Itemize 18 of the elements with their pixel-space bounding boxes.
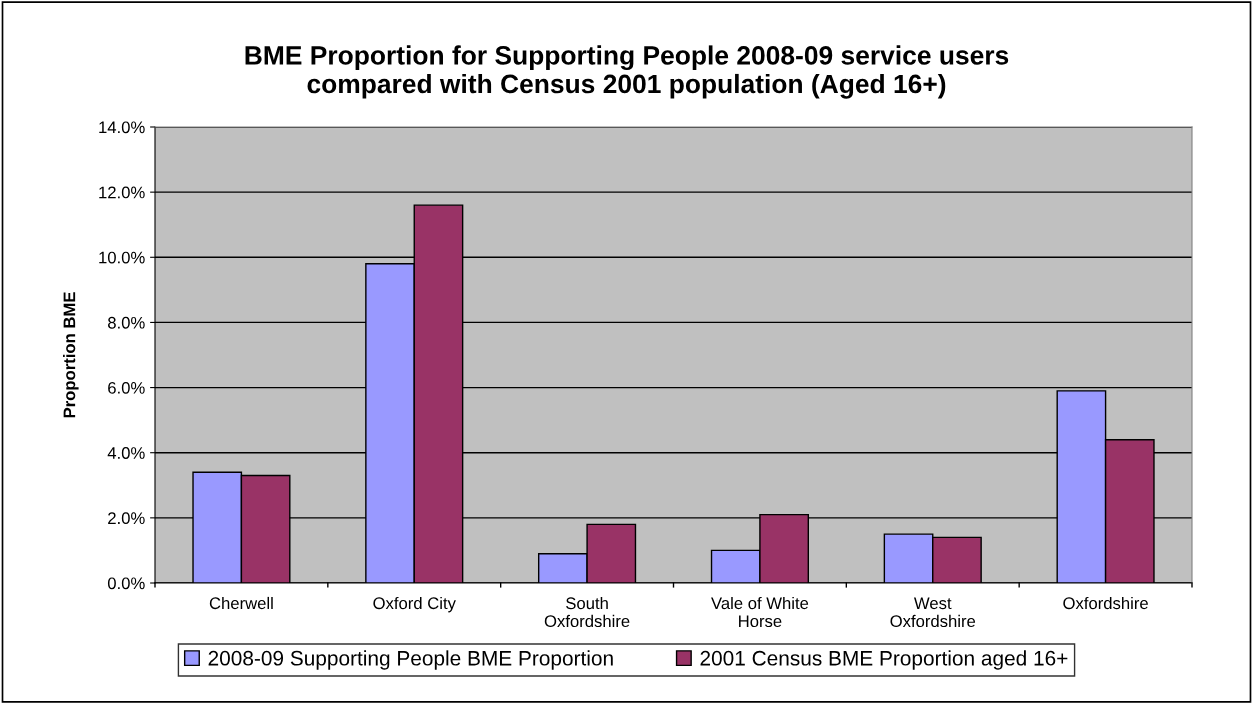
x-tick-label: South Oxfordshire xyxy=(544,596,630,628)
y-tick-label: 6.0% xyxy=(108,381,145,394)
y-tick-label: 4.0% xyxy=(107,447,145,459)
legend-label: 2001 Census BME Proportion aged 16+ xyxy=(700,650,1068,670)
y-tick-label: 8.0% xyxy=(108,316,145,329)
y-tick-label: 12.0% xyxy=(99,186,145,199)
legend-label: 2008-09 Supporting People BME Proportion xyxy=(208,650,613,670)
y-axis-title: Proportion BME xyxy=(63,292,79,418)
x-tick-label: Oxfordshire xyxy=(1063,596,1148,610)
x-tick-label: Cherwell xyxy=(209,596,273,610)
x-tick-label: Oxford City xyxy=(373,596,456,613)
y-tick-label: 14.0% xyxy=(99,121,145,134)
x-tick-label: West Oxfordshire xyxy=(890,597,976,628)
x-tick-label: Vale of White Horse xyxy=(711,596,809,628)
y-tick-label: 2.0% xyxy=(108,512,145,525)
y-tick-label: 0.0% xyxy=(107,577,145,590)
y-tick-label: 10.0% xyxy=(99,251,145,264)
chart-title: BME Proportion for Supporting People 2008-09 service users compared with Census 2001 population (Aged 16+) xyxy=(245,45,1009,99)
